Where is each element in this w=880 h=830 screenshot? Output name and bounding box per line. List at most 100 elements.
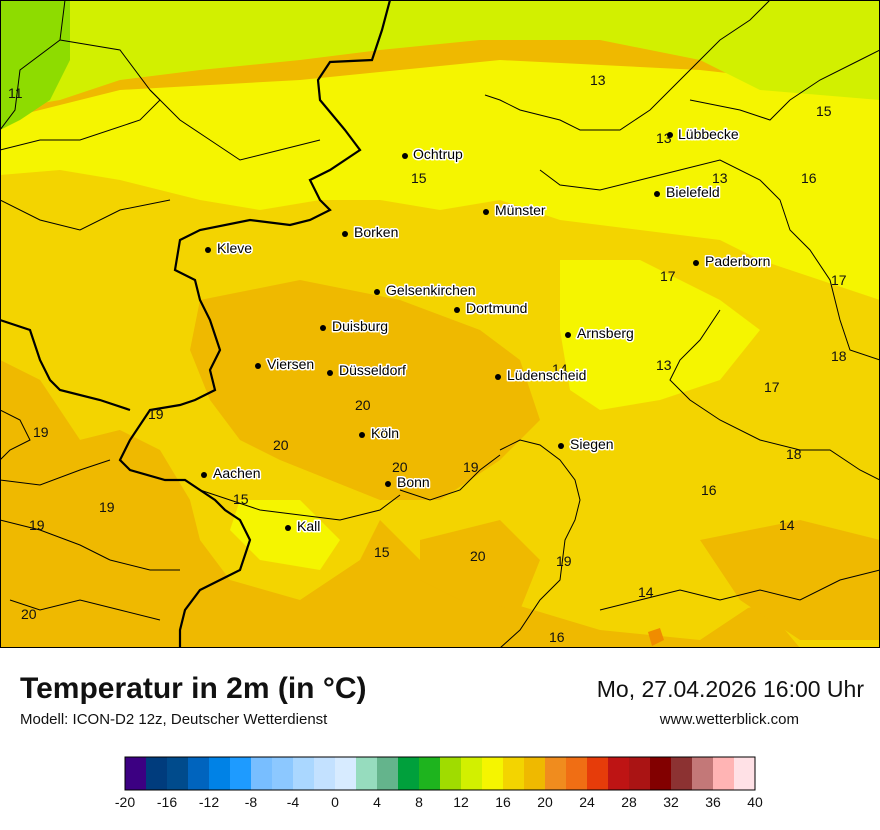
scale-cell bbox=[440, 757, 462, 790]
city-dot bbox=[342, 231, 348, 237]
scale-cell bbox=[587, 757, 609, 790]
value-label: 20 bbox=[355, 397, 371, 413]
scale-cell bbox=[335, 757, 357, 790]
city-dot bbox=[693, 260, 699, 266]
value-label: 19 bbox=[33, 424, 49, 440]
city-label: Aachen bbox=[213, 465, 260, 481]
scale-tick-label: 28 bbox=[621, 794, 637, 810]
value-label: 13 bbox=[590, 72, 606, 88]
scale-cell bbox=[524, 757, 546, 790]
scale-tick-label: 0 bbox=[331, 794, 339, 810]
value-label: 19 bbox=[99, 499, 115, 515]
scale-tick-label: -8 bbox=[245, 794, 258, 810]
scale-cell bbox=[356, 757, 378, 790]
city-dot bbox=[483, 209, 489, 215]
city-label: Gelsenkirchen bbox=[386, 282, 476, 298]
city-dot bbox=[654, 191, 660, 197]
scale-cell bbox=[671, 757, 693, 790]
scale-cell bbox=[209, 757, 231, 790]
legend-footer: Temperatur in 2m (in °C) Modell: ICON-D2… bbox=[0, 648, 880, 830]
scale-cell bbox=[419, 757, 441, 790]
scale-tick-label: 4 bbox=[373, 794, 381, 810]
map-title: Temperatur in 2m (in °C) bbox=[20, 672, 367, 705]
scale-cell bbox=[398, 757, 420, 790]
scale-cell bbox=[461, 757, 483, 790]
website-link[interactable]: www.wetterblick.com bbox=[659, 711, 799, 728]
value-label: 18 bbox=[831, 348, 847, 364]
city-dot bbox=[565, 332, 571, 338]
value-label: 15 bbox=[816, 103, 832, 119]
city-dot bbox=[285, 525, 291, 531]
city-dot bbox=[201, 472, 207, 478]
scale-cell bbox=[734, 757, 756, 790]
temperature-map: 11 13 15 13 13 16 15 17 17 18 14 13 17 2… bbox=[0, 0, 880, 648]
model-info: Modell: ICON-D2 12z, Deutscher Wetterdie… bbox=[20, 711, 328, 728]
value-label: 19 bbox=[29, 517, 45, 533]
value-label: 20 bbox=[21, 606, 37, 622]
city-label: Kleve bbox=[217, 240, 252, 256]
scale-tick-label: 40 bbox=[747, 794, 763, 810]
value-label: 19 bbox=[463, 459, 479, 475]
city-label: Duisburg bbox=[332, 318, 388, 334]
city-label: Paderborn bbox=[705, 253, 770, 269]
city-label: Siegen bbox=[570, 436, 614, 452]
scale-tick-label: -20 bbox=[115, 794, 135, 810]
city-label: Ochtrup bbox=[413, 146, 463, 162]
scale-cell bbox=[713, 757, 735, 790]
scale-cell bbox=[293, 757, 315, 790]
city-label: Kall bbox=[297, 518, 320, 534]
city-label: Lübbecke bbox=[678, 126, 739, 142]
value-label: 20 bbox=[392, 459, 408, 475]
scale-tick-label: 16 bbox=[495, 794, 511, 810]
city-markers: Ochtrup Lübbecke Bielefeld Münster Borke… bbox=[201, 125, 772, 536]
value-label: 19 bbox=[556, 553, 572, 569]
value-labels: 11 13 15 13 13 16 15 17 17 18 14 13 17 2… bbox=[8, 72, 847, 645]
scale-cell bbox=[272, 757, 294, 790]
city-dot bbox=[402, 153, 408, 159]
scale-cell bbox=[314, 757, 336, 790]
scale-cell bbox=[629, 757, 651, 790]
forecast-datetime: Mo, 27.04.2026 16:00 Uhr bbox=[596, 676, 864, 702]
city-label: Lüdenscheid bbox=[507, 367, 586, 383]
scale-tick-label: 20 bbox=[537, 794, 553, 810]
scale-tick-label: 32 bbox=[663, 794, 679, 810]
scale-cell bbox=[188, 757, 210, 790]
city-dot bbox=[495, 374, 501, 380]
value-label: 15 bbox=[233, 491, 249, 507]
city-label: Dortmund bbox=[466, 300, 527, 316]
value-label: 18 bbox=[786, 446, 802, 462]
value-label: 15 bbox=[374, 544, 390, 560]
city-dot bbox=[385, 481, 391, 487]
city-dot bbox=[454, 307, 460, 313]
city-dot bbox=[327, 370, 333, 376]
city-dot bbox=[320, 325, 326, 331]
city-dot bbox=[558, 443, 564, 449]
city-label: Düsseldorf bbox=[339, 362, 406, 378]
city-dot bbox=[374, 289, 380, 295]
city-label: Köln bbox=[371, 425, 399, 441]
scale-cell bbox=[377, 757, 399, 790]
scale-cell bbox=[482, 757, 504, 790]
scale-tick-label: 36 bbox=[705, 794, 721, 810]
value-label: 16 bbox=[549, 629, 565, 645]
color-scale: -20 -16 -12 -8 -4 0 4 8 12 16 20 24 28 32 36 40 bbox=[115, 756, 763, 810]
value-label: 17 bbox=[660, 268, 676, 284]
scale-cell bbox=[167, 757, 189, 790]
value-label: 11 bbox=[8, 85, 23, 101]
city-label: Bonn bbox=[397, 474, 430, 490]
value-label: 14 bbox=[638, 584, 654, 600]
city-label: Bielefeld bbox=[666, 184, 720, 200]
scale-cell bbox=[503, 757, 525, 790]
value-label: 15 bbox=[411, 170, 427, 186]
city-dot bbox=[667, 132, 673, 138]
scale-cell bbox=[230, 757, 252, 790]
scale-cell bbox=[125, 757, 147, 790]
city-label: Arnsberg bbox=[577, 325, 634, 341]
value-label: 17 bbox=[764, 379, 780, 395]
scale-cell bbox=[608, 757, 630, 790]
scale-cell bbox=[545, 757, 567, 790]
city-dot bbox=[205, 247, 211, 253]
scale-tick-label: -4 bbox=[287, 794, 300, 810]
value-label: 20 bbox=[273, 437, 289, 453]
scale-tick-label: 8 bbox=[415, 794, 423, 810]
